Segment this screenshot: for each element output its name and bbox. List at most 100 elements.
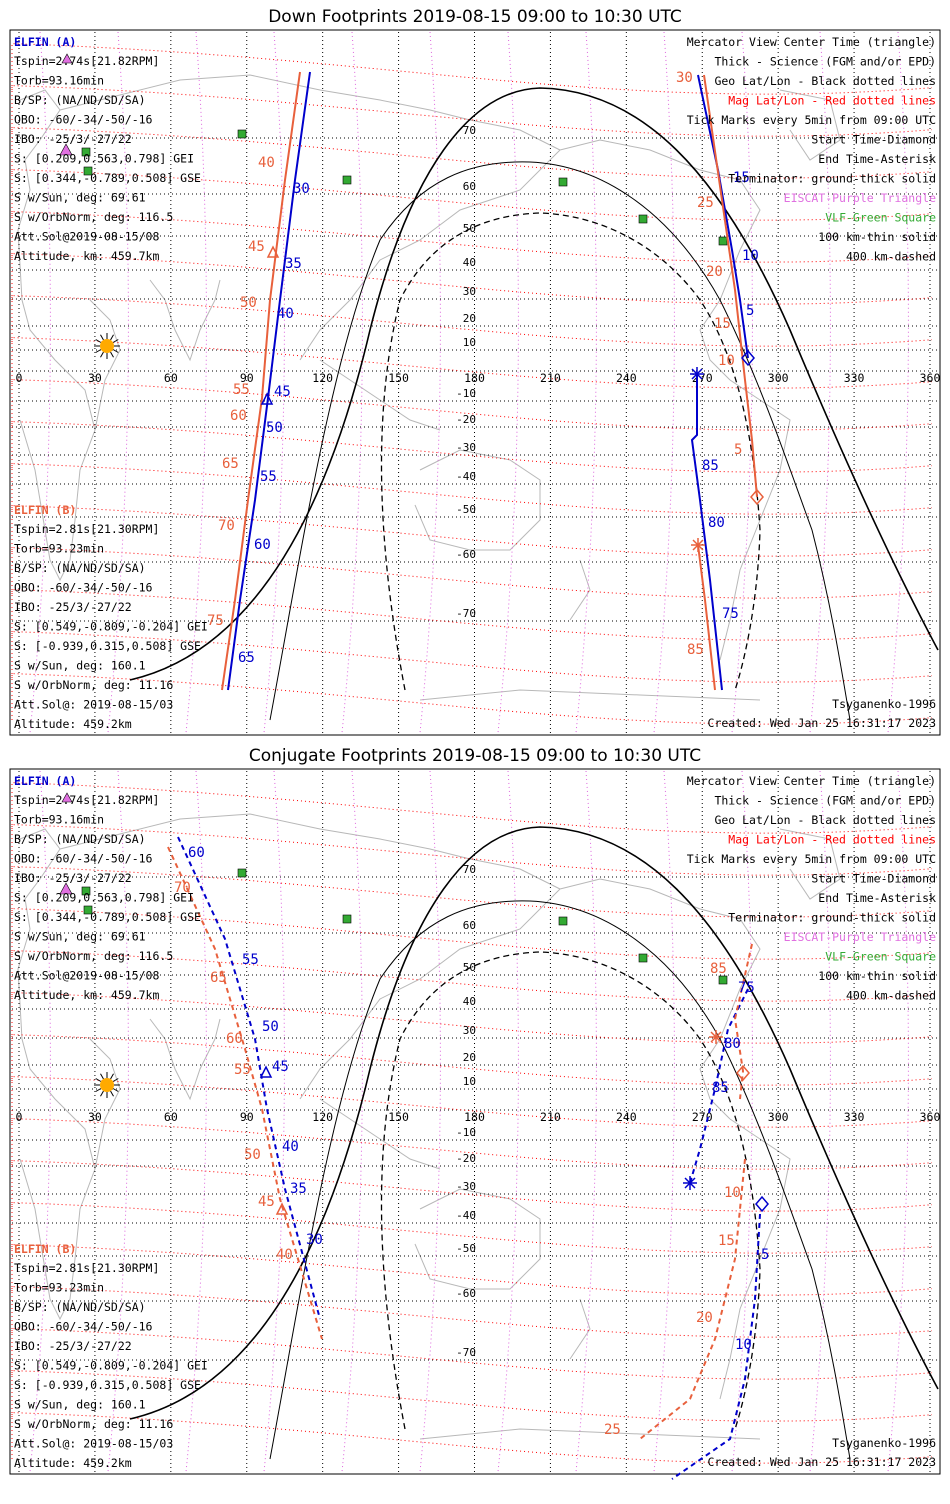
lon-tick-label: 210: [540, 371, 561, 385]
lat-tick-label: 30: [463, 1024, 476, 1037]
elfin-b-tick-label: 85: [687, 642, 704, 658]
elfin-a-tick-label: 60: [254, 537, 271, 553]
vlf-station-icon: [237, 868, 247, 878]
lon-tick-label: 210: [540, 1110, 561, 1124]
elfin-a-info-line: S w/Sun, deg: 69.61: [14, 191, 146, 205]
elfin-a-info-line: S w/OrbNorm, deg: 116.5: [14, 210, 173, 224]
elfin-b-tick-label: 60: [226, 1031, 243, 1047]
elfin-b-info-line: S: [0.549,-0.809,-0.204] GEI: [14, 620, 208, 634]
elfin-a-info-line: Torb=93.16min: [14, 74, 104, 88]
sun-ray: [110, 351, 114, 358]
sun-icon: [94, 333, 120, 359]
elfin-a-info-line: B/SP: (NA/ND/SD/SA): [14, 93, 146, 107]
elfin-a-info-line: Altitude, km: 459.7km: [14, 988, 159, 1002]
coast-7: [569, 1298, 591, 1360]
lon-tick-label: 90: [240, 371, 254, 385]
coast-12: [779, 89, 841, 161]
panel-title: Down Footprints 2019-08-15 09:00 to 10:3…: [268, 7, 682, 27]
coast-4: [299, 149, 561, 361]
terminator-ground: [129, 826, 939, 1420]
elfin-a-info-line: Att.Sol@2019-08-15/08: [14, 969, 159, 983]
elfin-a-tick-label: 85: [702, 458, 719, 474]
satellite-tracks: 30 35 40 45 50 55 60 65 40 45 50 55 60 65 70 75 15 10 5 85 8…: [207, 70, 764, 691]
lat-tick-label: -40: [456, 470, 476, 483]
lat-tick-label: 10: [463, 336, 476, 349]
coast-3: [59, 74, 561, 151]
legend-entry: End Time-Asterisk: [818, 152, 936, 166]
elfin-b-tick-label: 45: [248, 239, 265, 255]
elfin-a-info-line: Tspin=2.74s[21.82RPM]: [14, 54, 159, 68]
lat-tick-label: -10: [456, 1126, 476, 1139]
elfin-b-track-east-north: [703, 74, 758, 498]
coast-11: [419, 1428, 761, 1440]
elfin-b-tick-label: 70: [218, 518, 235, 534]
lon-tick-label: 150: [388, 371, 409, 385]
vlf-station-icon: [638, 214, 648, 224]
legend-entry: Geo Lat/Lon - Black dotted lines: [714, 74, 936, 88]
elfin-a-tick-label: 50: [262, 1019, 279, 1035]
coastlines: [17, 813, 841, 1440]
view-center-triangle-icon: [266, 245, 280, 258]
coast-5: [319, 1098, 441, 1170]
lat-tick-label: -70: [456, 1346, 476, 1359]
elfin-b-info-line: IBO: -25/3/-27/22: [14, 1339, 132, 1353]
lon-tick-label: 180: [464, 1110, 485, 1124]
terminator-ground: [129, 87, 939, 681]
elfin-a-tick-label: 50: [266, 420, 283, 436]
elfin-b-info-line: S: [-0.939,0.315,0.508] GSE: [14, 1378, 201, 1392]
sun-ray: [110, 1073, 114, 1080]
elfin-a-conjugate-track-east-south: [671, 1213, 761, 1480]
lat-tick-label: -30: [456, 441, 476, 454]
elfin-b-tick-label: 55: [234, 1062, 251, 1078]
elfin-b-info-line: S w/OrbNorm, deg: 11.16: [14, 678, 173, 692]
mag-meridian: [419, 770, 441, 1473]
legend-entry: 100 km-thin solid: [818, 969, 936, 983]
lat-tick-label: 70: [463, 124, 476, 137]
elfin-b-info-line: IBO: -25/3/-27/22: [14, 600, 132, 614]
elfin-b-tick-label: 10: [718, 353, 735, 369]
terminators: [129, 826, 939, 1460]
lat-tick-label: 40: [463, 256, 476, 269]
elfin-b-tick-label: 15: [718, 1233, 735, 1249]
elfin-a-tick-label: 45: [272, 1059, 289, 1075]
elfin-b-info-line: B/SP: (NA/ND/SD/SA): [14, 561, 146, 575]
lon-tick-label: 300: [768, 371, 789, 385]
lat-tick-label: -20: [456, 1152, 476, 1165]
lon-tick-label: 180: [464, 371, 485, 385]
sun-ray: [110, 1090, 114, 1097]
elfin-b-tick-label: 20: [706, 264, 723, 280]
elfin-b-tick-label: 40: [276, 1247, 293, 1263]
lat-tick-label: -30: [456, 1180, 476, 1193]
elfin-b-info-line: Tspin=2.81s[21.30RPM]: [14, 1261, 159, 1275]
coast-12: [779, 828, 841, 900]
view-center-triangle-icon: [260, 392, 274, 405]
map-frame: [9, 29, 941, 736]
elfin-b-info-line: Torb=93.23min: [14, 542, 104, 556]
legend-entry: Mercator View Center Time (triangle): [687, 774, 936, 788]
coast-9: [699, 329, 731, 381]
lon-tick-label: 240: [616, 1110, 637, 1124]
lat-tick-label: 60: [463, 919, 476, 932]
elfin-b-conjugate-track-west: [167, 846, 323, 1340]
mag-meridian: [263, 31, 285, 734]
elfin-b-info-line: Tspin=2.81s[21.30RPM]: [14, 522, 159, 536]
elfin-a-tick-label: 10: [742, 248, 759, 264]
elfin-b-info-line: OBO: -60/-34/-50/-16: [14, 1320, 153, 1334]
sun-ray: [112, 1078, 119, 1082]
elfin-a-tick-label: 80: [708, 515, 725, 531]
legend-entry: VLF-Green Square: [825, 211, 936, 225]
elfin-a-track-west: [227, 71, 311, 691]
lat-tick-label: 50: [463, 961, 476, 974]
lon-tick-label: 330: [844, 1110, 865, 1124]
legend-entry: 400 km-dashed: [846, 250, 936, 264]
elfin-a-conjugate-track-west: [177, 836, 321, 1320]
elfin-b-tick-label: 55: [233, 382, 250, 398]
lat-tick-label: -20: [456, 413, 476, 426]
lon-tick-label: 30: [88, 371, 102, 385]
sun-ray: [100, 334, 104, 341]
elfin-a-tick-label: 35: [290, 1181, 307, 1197]
legend-entry: Terminator: ground-thick solid: [728, 172, 936, 186]
end-asterisk-icon: [710, 1031, 722, 1043]
elfin-a-info-line: OBO: -60/-34/-50/-16: [14, 113, 153, 127]
